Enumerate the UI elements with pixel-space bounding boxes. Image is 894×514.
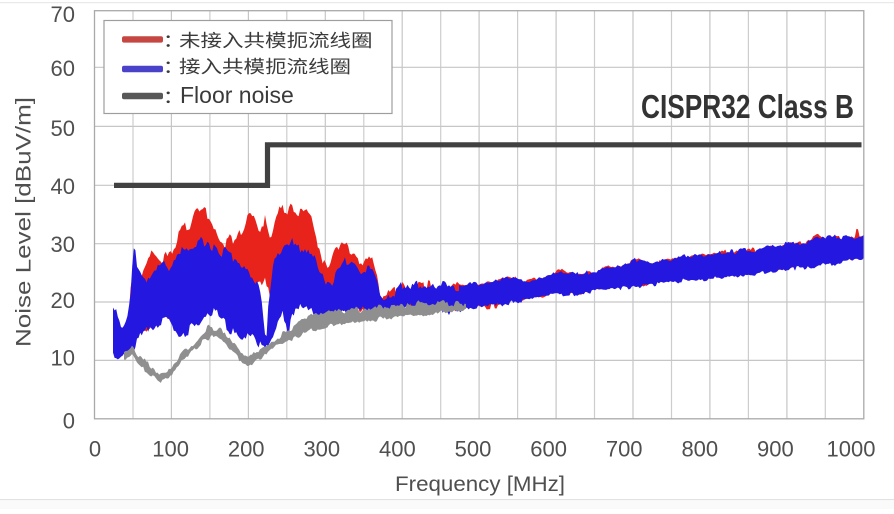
svg-text:900: 900 — [757, 437, 794, 462]
svg-text:800: 800 — [681, 437, 718, 462]
svg-text:Noise Level [dBuV/m]: Noise Level [dBuV/m] — [12, 97, 36, 347]
svg-text:Floor noise: Floor noise — [180, 82, 294, 108]
svg-text:500: 500 — [455, 437, 492, 462]
svg-text:400: 400 — [379, 437, 416, 462]
svg-text:Frequency [MHz]: Frequency [MHz] — [395, 472, 565, 496]
svg-text:20: 20 — [51, 288, 75, 313]
svg-text:200: 200 — [228, 437, 265, 462]
svg-text:300: 300 — [303, 437, 340, 462]
svg-text:CISPR32 Class B: CISPR32 Class B — [641, 88, 854, 125]
svg-text:1000: 1000 — [827, 437, 876, 462]
svg-text:60: 60 — [51, 56, 75, 81]
svg-text:0: 0 — [63, 409, 75, 434]
svg-text:70: 70 — [51, 2, 75, 27]
svg-text:600: 600 — [530, 437, 567, 462]
svg-text:40: 40 — [51, 174, 75, 199]
svg-text:30: 30 — [51, 232, 75, 257]
svg-text:0: 0 — [89, 437, 101, 462]
svg-text:50: 50 — [51, 116, 75, 141]
svg-text:700: 700 — [606, 437, 643, 462]
svg-text:100: 100 — [152, 437, 189, 462]
svg-text:10: 10 — [51, 346, 75, 371]
